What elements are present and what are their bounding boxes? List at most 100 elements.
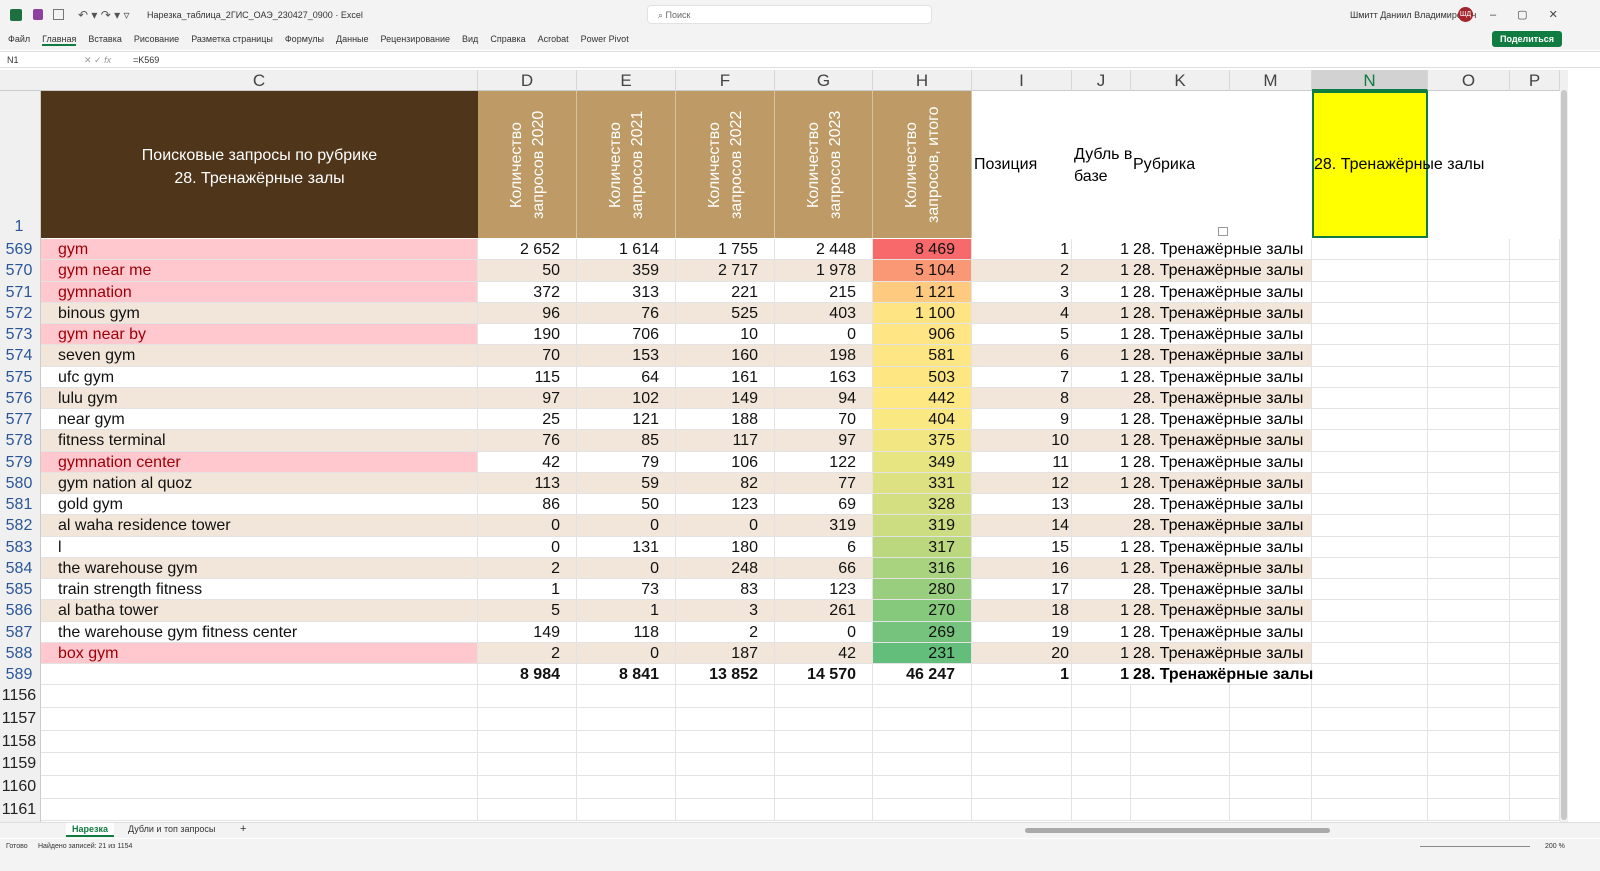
window-controls[interactable]: – ▢ ✕ [1490,9,1558,21]
empty-cell [577,707,676,731]
column-header[interactable]: P [1510,70,1560,91]
count-cell: 403 [775,302,873,324]
horizontal-scrollbar[interactable] [1025,828,1330,833]
column-header[interactable]: O [1428,70,1510,91]
count-cell: 97 [478,387,577,409]
excel-icon [10,9,22,21]
formula-input[interactable]: =K569 [133,55,160,65]
ribbon-tab[interactable]: Рисование [133,34,180,44]
count-cell: 5 [478,600,577,622]
column-header[interactable]: H [873,70,972,91]
user-avatar[interactable]: ШД [1458,7,1473,22]
column-header[interactable]: F [676,70,775,91]
scrollbar-thumb[interactable] [1561,90,1567,820]
column-header[interactable]: N [1312,70,1428,91]
name-box[interactable]: N1 [7,55,19,65]
count-cell: 270 [873,600,972,622]
empty-cell [775,685,873,708]
share-button[interactable]: Поделиться [1492,31,1562,47]
empty-cell [1510,600,1560,622]
ribbon-tab[interactable]: Файл [8,34,31,44]
count-cell: 316 [873,557,972,579]
rubric-cell: 28. Тренажёрные залы [1133,602,1304,620]
ribbon-tab[interactable]: Главная [42,34,77,46]
count-cell: 349 [873,451,972,473]
rubric-cell: 28. Тренажёрные залы [1133,241,1304,258]
count-cell: 0 [577,557,676,579]
empty-cell [1072,707,1131,731]
ribbon-tab[interactable]: Рецензирование [380,34,451,44]
count-header-cell: Количество запросов, итого [873,91,972,238]
rubric-cell: 28. Тренажёрные залы [1133,581,1304,598]
count-cell: 3 [676,600,775,622]
empty-cell [1428,621,1510,643]
save-button[interactable] [33,9,43,20]
row-number: 575 [5,368,33,386]
zoom-slider[interactable] [1420,846,1530,847]
ribbon-tab[interactable]: Формулы [284,34,325,44]
search-box[interactable]: ⌕ Поиск [647,5,932,24]
empty-cell [1510,345,1560,367]
count-cell: 1 755 [676,239,775,261]
empty-cell [1230,730,1312,754]
count-cell: 117 [676,430,775,452]
ribbon-tab[interactable]: Вставка [88,34,122,44]
column-header[interactable]: C [41,70,478,91]
ribbon-tab[interactable]: Acrobat [537,34,569,44]
sheet-tab[interactable]: Нарезка [66,823,114,837]
empty-cell [1428,776,1510,799]
empty-cell [1428,409,1510,431]
column-header[interactable]: M [1230,70,1312,91]
ribbon-tab[interactable]: Power Pivot [580,34,629,44]
position-cell: 2 [972,260,1072,282]
position-cell: 1 [972,239,1072,261]
count-cell: 82 [676,472,775,494]
count-cell: 221 [676,281,775,303]
query-cell: seven gym [41,345,478,367]
add-sheet[interactable]: + [240,823,247,835]
rubric-cell-bg [1131,579,1312,601]
empty-cell [1428,260,1510,282]
count-cell: 0 [478,515,577,537]
duplicate-cell: 1 [1072,409,1131,431]
ribbon-tab[interactable]: Данные [336,34,369,44]
column-header[interactable]: K [1131,70,1230,91]
empty-cell [676,707,775,731]
column-header[interactable]: J [1072,70,1131,91]
quick-access[interactable] [53,9,64,20]
count-header-text: Количество запросов 2022 [706,110,745,220]
row-number: 570 [5,262,33,280]
count-cell: 231 [873,642,972,664]
count-header-text: Количество запросов 2021 [607,110,646,220]
ribbon-tab[interactable]: Вид [462,34,479,44]
column-header[interactable]: E [577,70,676,91]
query-cell: al waha residence tower [41,515,478,537]
count-cell: 86 [478,494,577,516]
count-cell: 102 [577,387,676,409]
status-ready: Готово [6,843,28,850]
filter-button[interactable] [1218,227,1228,236]
empty-cell [1230,753,1312,777]
count-header-cell: Количество запросов 2022 [676,91,775,238]
row-number: 586 [5,602,33,620]
empty-cell [1312,281,1428,303]
ribbon-tab[interactable]: Разметка страницы [191,34,273,44]
position-cell: 10 [972,430,1072,452]
empty-cell [1312,579,1428,601]
column-header[interactable]: I [972,70,1072,91]
column-header[interactable]: G [775,70,873,91]
zoom-level[interactable]: 200 % [1545,843,1565,850]
ribbon-tab[interactable]: Справка [490,34,526,44]
row-number: 1161 [1,800,37,818]
header-title-line: 28. Тренажёрные залы [174,170,345,187]
rubric-cell: 28. Тренажёрные залы [1133,432,1304,450]
empty-cell [478,730,577,754]
sheet-tab[interactable]: Дубли и топ запросы [128,824,216,834]
column-header[interactable]: D [478,70,577,91]
position-cell: 16 [972,557,1072,579]
empty-cell [1510,664,1560,686]
empty-cell [1510,324,1560,346]
undo-redo[interactable]: ↶ ▾ ↷ ▾ ▿ [78,8,130,22]
count-cell: 442 [873,387,972,409]
empty-cell [1312,753,1428,777]
